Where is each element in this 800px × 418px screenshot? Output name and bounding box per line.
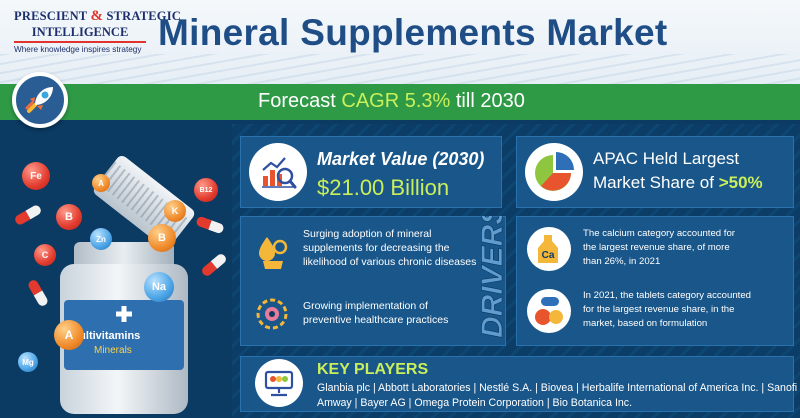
forecast-suffix: till 2030 bbox=[455, 90, 525, 112]
driver-2-text: Growing implementation of preventive hea… bbox=[303, 300, 449, 326]
supplement-drop-icon bbox=[251, 231, 293, 273]
company-logo: PRESCIENT & STRATEGIC INTELLIGENCE Where… bbox=[14, 8, 181, 54]
forecast-cagr: CAGR 5.3% bbox=[341, 90, 451, 112]
forecast-prefix: Forecast bbox=[258, 90, 336, 112]
company-network-icon bbox=[255, 359, 303, 407]
pie-chart-icon bbox=[525, 143, 583, 201]
vitamin-ball: A bbox=[92, 174, 110, 192]
jar-label: Multivitamins Minerals bbox=[64, 300, 184, 370]
apac-line-2-text: Market Share of bbox=[593, 173, 714, 192]
header: PRESCIENT & STRATEGIC INTELLIGENCE Where… bbox=[0, 0, 800, 84]
market-analysis-icon bbox=[249, 143, 307, 201]
driver-1-text: Surging adoption of mineral supplements … bbox=[303, 228, 477, 268]
page-title: Mineral Supplements Market bbox=[158, 12, 668, 53]
logo-tagline: Where knowledge inspires strategy bbox=[14, 45, 142, 54]
capsule-pill bbox=[27, 278, 50, 307]
capsule-pill bbox=[13, 204, 42, 227]
key-players-title: KEY PLAYERS bbox=[317, 361, 429, 378]
capsule-pill bbox=[195, 216, 225, 235]
fact-2-text: In 2021, the tablets category accounted … bbox=[583, 290, 752, 329]
capsule-pill bbox=[200, 252, 228, 278]
drivers-card: Surging adoption of mineral supplements … bbox=[240, 216, 506, 346]
market-value-amount: $21.00 Billion bbox=[317, 175, 450, 200]
market-value-card: Market Value (2030) $21.00 Billion bbox=[240, 136, 502, 208]
apac-line-1: APAC Held Largest bbox=[593, 149, 740, 168]
logo-word-intelligence: INTELLIGENCE bbox=[14, 25, 146, 43]
apac-share-value: >50% bbox=[718, 173, 763, 192]
calcium-icon: Ca bbox=[527, 227, 571, 271]
key-players-line-1: Glanbia plc | Abbott Laboratories | Nest… bbox=[317, 382, 800, 394]
jar-sub-label-text: Minerals bbox=[94, 345, 132, 356]
drivers-heading: DRIVERS bbox=[476, 216, 508, 338]
forecast-text: Forecast CAGR 5.3% till 2030 bbox=[258, 90, 525, 113]
market-value-label: Market Value (2030) bbox=[317, 149, 485, 169]
key-players-line-2: Amway | Bayer AG | Omega Protein Corpora… bbox=[317, 397, 633, 409]
vitamin-ball: Na bbox=[144, 272, 174, 302]
fact-1-text: The calcium category accounted for the l… bbox=[583, 228, 735, 267]
brain-gear-icon bbox=[251, 293, 293, 335]
vitamin-ball: Mg bbox=[18, 352, 38, 372]
key-players-card: KEY PLAYERS Glanbia plc | Abbott Laborat… bbox=[240, 356, 800, 412]
medical-cross-icon bbox=[116, 306, 132, 322]
supplement-illustration: Multivitamins Minerals Fe A B Zn K B C B… bbox=[0, 124, 240, 418]
logo-word-strategic: STRATEGIC bbox=[106, 9, 181, 23]
vitamin-ball: K bbox=[164, 200, 186, 222]
svg-text:DRIVERS: DRIVERS bbox=[476, 216, 508, 338]
facts-card: Ca The calcium category accounted for th… bbox=[516, 216, 794, 346]
content-panel: Market Value (2030) $21.00 Billion APAC … bbox=[232, 124, 800, 418]
vitamin-ball: C bbox=[34, 244, 56, 266]
vitamin-ball: A bbox=[54, 320, 84, 350]
vitamin-ball: B bbox=[56, 204, 82, 230]
tablets-icon bbox=[527, 289, 571, 333]
logo-ampersand: & bbox=[90, 8, 104, 24]
logo-word-prescient: PRESCIENT bbox=[14, 9, 88, 23]
svg-text:Ca: Ca bbox=[542, 250, 555, 261]
apac-share-card: APAC Held Largest Market Share of >50% bbox=[516, 136, 794, 208]
vitamin-ball: Fe bbox=[22, 162, 50, 190]
vitamin-ball: B bbox=[148, 224, 176, 252]
vitamin-ball: Zn bbox=[90, 228, 112, 250]
apac-line-2: Market Share of >50% bbox=[593, 173, 763, 193]
rocket-icon bbox=[12, 72, 68, 128]
forecast-band: Forecast CAGR 5.3% till 2030 bbox=[0, 84, 800, 120]
vitamin-ball: B12 bbox=[194, 178, 218, 202]
jar-label-text: Multivitamins bbox=[70, 330, 141, 342]
